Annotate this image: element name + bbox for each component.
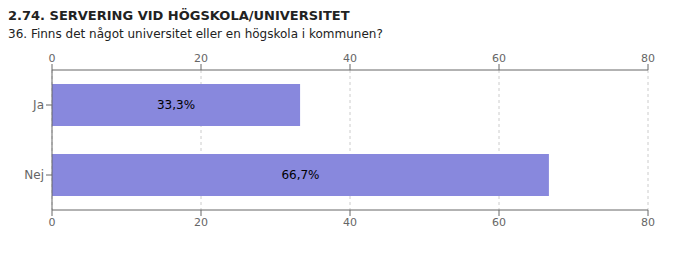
svg-text:20: 20 (194, 52, 208, 65)
svg-text:66,7%: 66,7% (281, 168, 319, 182)
svg-text:0: 0 (49, 52, 56, 65)
svg-text:80: 80 (641, 52, 655, 65)
svg-text:Nej: Nej (24, 168, 44, 182)
svg-text:40: 40 (343, 216, 357, 229)
svg-text:80: 80 (641, 216, 655, 229)
svg-text:20: 20 (194, 216, 208, 229)
svg-text:40: 40 (343, 52, 357, 65)
html-text:36. Finns det något universite: 36. Finns det något universitet eller en… (8, 27, 383, 41)
svg-text:0: 0 (49, 216, 56, 229)
svg-text:Ja: Ja (32, 98, 44, 112)
svg-text:33,3%: 33,3% (157, 98, 195, 112)
svg-text:60: 60 (492, 216, 506, 229)
html-text:2.74. SERVERING VID HÖGSKOLA/U: 2.74. SERVERING VID HÖGSKOLA/UNIVERSITET (8, 8, 350, 23)
svg-text:60: 60 (492, 52, 506, 65)
